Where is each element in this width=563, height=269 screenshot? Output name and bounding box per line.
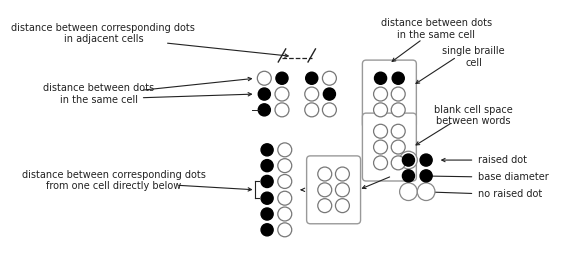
Circle shape — [276, 72, 288, 84]
Circle shape — [318, 183, 332, 197]
Circle shape — [420, 170, 432, 182]
Text: distance between corresponding dots
from one cell directly below: distance between corresponding dots from… — [22, 170, 205, 191]
Circle shape — [258, 88, 270, 100]
Text: raised dot: raised dot — [478, 155, 527, 165]
Circle shape — [374, 124, 387, 138]
Circle shape — [391, 103, 405, 117]
Circle shape — [323, 103, 336, 117]
Text: distance between dots
in the same cell: distance between dots in the same cell — [381, 18, 492, 40]
Circle shape — [323, 71, 336, 85]
Circle shape — [336, 199, 350, 213]
FancyBboxPatch shape — [307, 156, 360, 224]
Circle shape — [403, 170, 414, 182]
Circle shape — [278, 223, 292, 237]
Circle shape — [403, 154, 414, 166]
Circle shape — [261, 160, 273, 172]
Circle shape — [278, 143, 292, 157]
Circle shape — [275, 87, 289, 101]
Circle shape — [261, 192, 273, 204]
Circle shape — [374, 87, 387, 101]
Circle shape — [278, 191, 292, 205]
Circle shape — [374, 72, 387, 84]
Text: no raised dot: no raised dot — [478, 189, 542, 199]
Circle shape — [305, 87, 319, 101]
Circle shape — [318, 199, 332, 213]
FancyBboxPatch shape — [363, 60, 417, 128]
Circle shape — [400, 151, 417, 169]
Circle shape — [278, 175, 292, 189]
Circle shape — [391, 156, 405, 170]
Text: base diameter: base diameter — [478, 172, 549, 182]
Circle shape — [374, 140, 387, 154]
Circle shape — [305, 103, 319, 117]
Circle shape — [400, 183, 417, 200]
Text: single braille
cell: single braille cell — [442, 46, 505, 68]
Circle shape — [275, 103, 289, 117]
Circle shape — [391, 87, 405, 101]
Circle shape — [323, 88, 336, 100]
FancyBboxPatch shape — [363, 113, 417, 181]
Text: blank cell space
between words: blank cell space between words — [434, 105, 513, 126]
Circle shape — [258, 104, 270, 116]
Circle shape — [420, 154, 432, 166]
Circle shape — [278, 207, 292, 221]
Circle shape — [336, 183, 350, 197]
Circle shape — [261, 224, 273, 236]
Circle shape — [278, 159, 292, 173]
Circle shape — [306, 72, 318, 84]
Circle shape — [392, 72, 404, 84]
Circle shape — [391, 140, 405, 154]
Text: distance between corresponding dots
in adjacent cells: distance between corresponding dots in a… — [11, 23, 195, 44]
Circle shape — [257, 71, 271, 85]
Text: distance between dots
in the same cell: distance between dots in the same cell — [43, 83, 154, 105]
Circle shape — [261, 144, 273, 156]
Circle shape — [374, 156, 387, 170]
Circle shape — [336, 167, 350, 181]
Circle shape — [391, 124, 405, 138]
Circle shape — [318, 167, 332, 181]
Circle shape — [261, 175, 273, 187]
Circle shape — [374, 103, 387, 117]
Circle shape — [417, 183, 435, 200]
Circle shape — [261, 208, 273, 220]
